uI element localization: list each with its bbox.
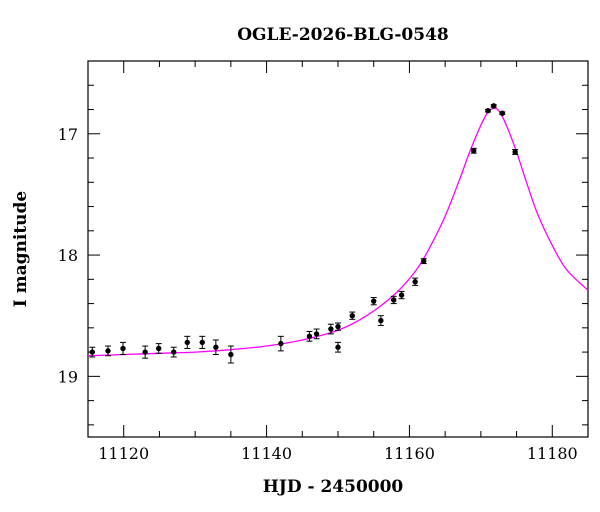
chart-title: OGLE-2026-BLG-0548: [237, 25, 449, 45]
data-marker: [278, 340, 284, 347]
x-axis-label: HJD - 2450000: [263, 477, 404, 497]
data-point: [485, 108, 491, 114]
data-marker: [335, 323, 341, 330]
data-point: [412, 277, 419, 286]
data-point: [89, 346, 96, 358]
data-point: [335, 341, 341, 353]
model-curve: [88, 107, 588, 357]
data-point: [170, 346, 177, 358]
data-point: [335, 322, 341, 331]
data-marker: [213, 344, 219, 350]
data-point: [420, 258, 427, 265]
data-point: [390, 295, 397, 305]
plot-frame: [87, 60, 589, 438]
data-point: [306, 330, 313, 342]
x-tick-label: 11140: [241, 444, 292, 463]
data-point: [120, 341, 126, 356]
data-marker: [485, 108, 491, 114]
y-tick-label: 19: [58, 367, 78, 386]
data-point: [370, 297, 377, 306]
data-marker: [142, 349, 148, 355]
data-marker: [335, 344, 341, 350]
y-tick-label: 18: [58, 246, 78, 265]
x-tick-label: 11180: [527, 444, 578, 463]
data-marker: [491, 103, 497, 109]
data-marker: [328, 326, 334, 332]
data-point: [142, 345, 149, 359]
data-point: [155, 343, 162, 354]
data-marker: [120, 345, 126, 352]
data-marker: [471, 148, 477, 154]
y-axis-ticks: 17 18 19: [58, 60, 588, 426]
data-point: [212, 339, 219, 356]
data-point: [490, 103, 497, 109]
data-point: [227, 345, 234, 364]
data-marker: [306, 333, 313, 340]
data-marker: [371, 298, 377, 304]
data-marker: [228, 351, 234, 358]
data-marker: [398, 292, 405, 298]
y-tick-label: 17: [58, 125, 78, 144]
data-points-layer: [89, 103, 519, 364]
data-point: [470, 147, 477, 154]
data-marker: [378, 317, 384, 324]
data-marker: [89, 349, 95, 355]
data-marker: [156, 345, 162, 352]
data-marker: [512, 149, 518, 155]
x-axis-ticks: 11120 11140 11160 11180: [87, 61, 589, 463]
data-marker: [105, 348, 111, 354]
data-point: [199, 335, 206, 349]
data-marker: [412, 279, 418, 285]
data-point: [512, 149, 519, 155]
x-tick-label: 11120: [98, 444, 149, 463]
data-marker: [499, 110, 505, 116]
data-point: [377, 315, 384, 326]
data-marker: [313, 331, 320, 337]
data-marker: [171, 349, 177, 355]
data-marker: [349, 313, 355, 319]
data-marker: [199, 339, 205, 346]
data-point: [327, 323, 334, 335]
data-point: [277, 335, 284, 352]
data-point: [313, 328, 320, 340]
data-point: [398, 290, 405, 300]
data-point: [349, 311, 356, 320]
data-marker: [421, 258, 427, 264]
data-marker: [391, 297, 397, 303]
x-tick-label: 11160: [384, 444, 435, 463]
model-curve-layer: [88, 107, 588, 357]
y-axis-label: I magnitude: [11, 191, 31, 308]
data-point: [184, 335, 191, 349]
data-marker: [184, 339, 190, 346]
data-point: [105, 345, 111, 357]
data-point: [499, 110, 506, 116]
